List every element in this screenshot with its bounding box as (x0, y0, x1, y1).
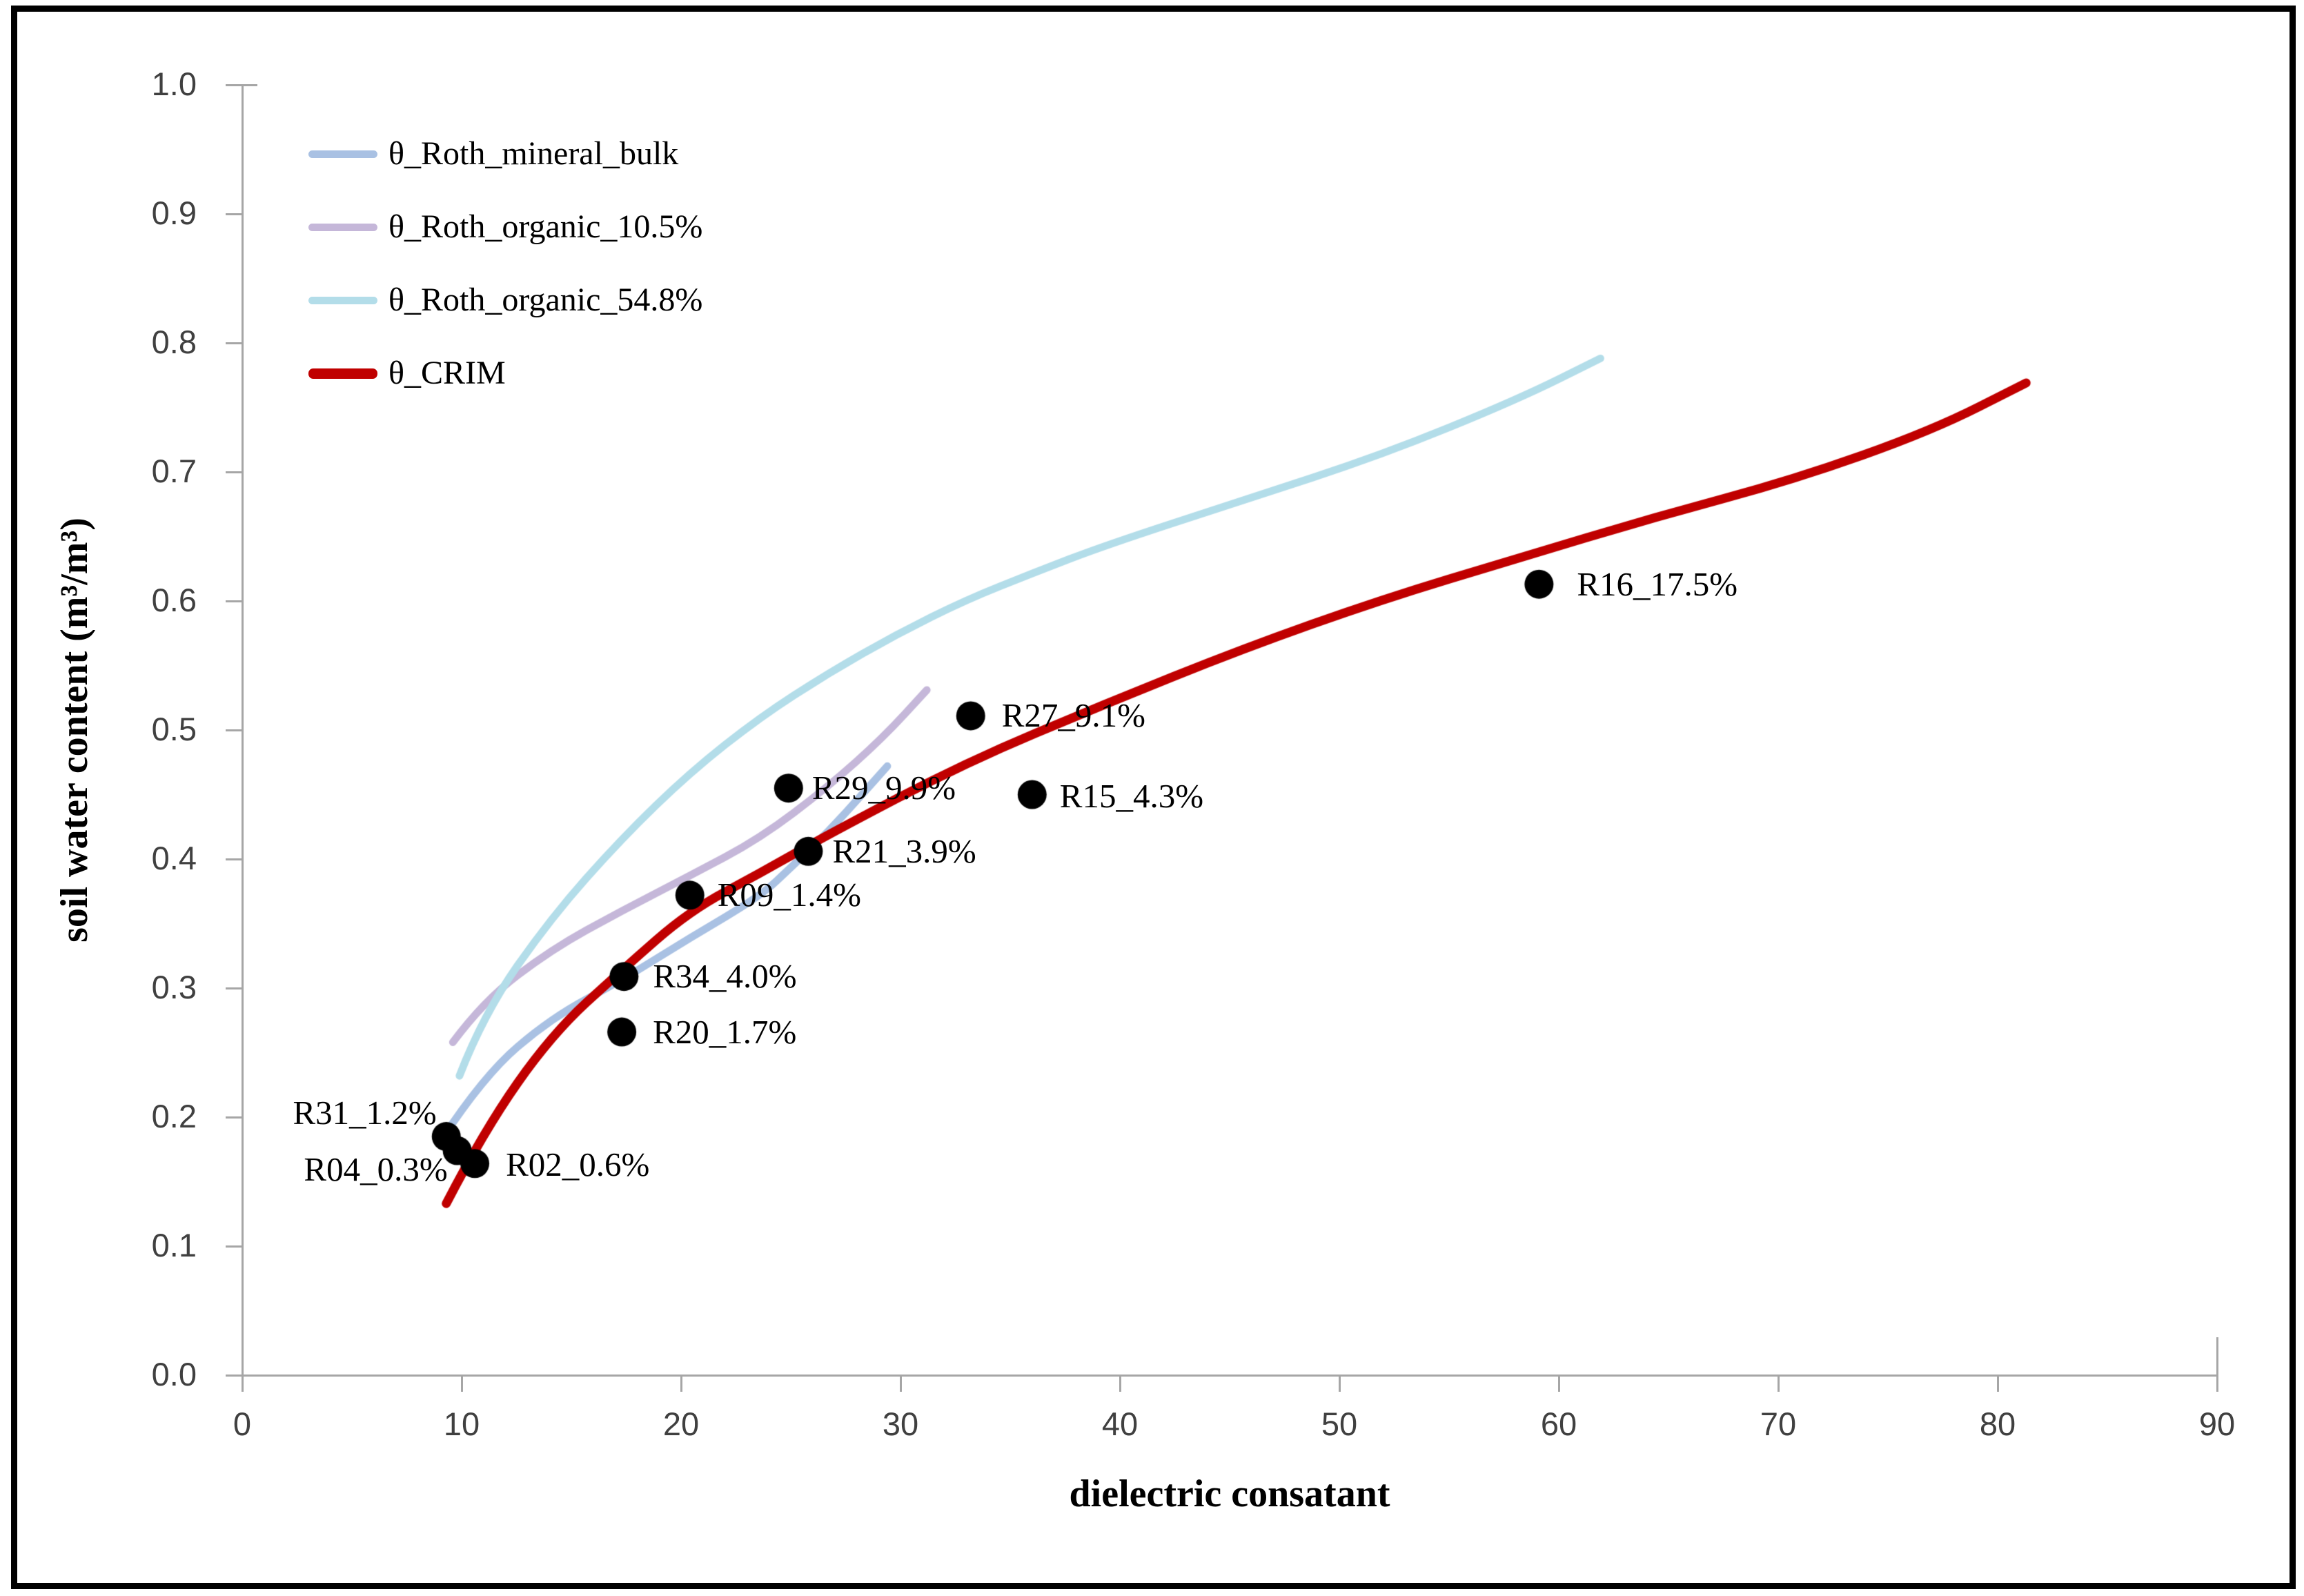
point-label: R31_1.2% (293, 1094, 437, 1132)
y-axis-line (241, 85, 244, 1390)
x-tick-label: 30 (882, 1406, 919, 1442)
x-tick-label: 40 (1101, 1406, 1139, 1442)
y-tick-label: 0.9 (151, 195, 197, 231)
legend-line-swatch (308, 296, 377, 304)
x-tick-label: 0 (233, 1406, 252, 1442)
x-tick-label: 90 (2198, 1406, 2236, 1442)
y-tick-label: 0.5 (151, 711, 197, 747)
x-tick (1557, 1375, 1560, 1392)
y-tick (226, 1245, 242, 1248)
x-tick (1119, 1375, 1121, 1392)
x-tick (1338, 1375, 1341, 1392)
y-tick-label: 0.8 (151, 324, 197, 360)
point-label: R16_17.5% (1577, 564, 1738, 603)
x-tick-label: 70 (1760, 1406, 1797, 1442)
legend-entry: θ_Roth_organic_10.5% (308, 190, 702, 264)
legend-entry: θ_Roth_organic_54.8% (308, 264, 702, 337)
x-axis-title: dielectric consatant (1069, 1472, 1390, 1515)
y-tick-label: 0.2 (151, 1098, 197, 1134)
y-tick (226, 1374, 242, 1377)
x-tick (1996, 1375, 1999, 1392)
y-tick-label: 1.0 (151, 66, 197, 102)
y-tick (226, 987, 242, 989)
y-tick-label: 0.3 (151, 969, 197, 1005)
x-tick (1777, 1375, 1780, 1392)
y-axis-top-cap (242, 83, 257, 86)
y-tick-label: 0.6 (151, 582, 197, 618)
legend-entry: θ_Roth_mineral_bulk (308, 117, 702, 190)
point-label: R09_1.4% (717, 876, 861, 914)
legend-line-swatch (308, 368, 377, 379)
x-tick-label: 20 (662, 1406, 700, 1442)
legend-label: θ_CRIM (388, 355, 506, 391)
legend-label: θ_Roth_organic_10.5% (388, 208, 703, 245)
point-label: R02_0.6% (506, 1145, 650, 1184)
y-tick (226, 729, 242, 731)
x-tick-label: 60 (1540, 1406, 1577, 1442)
legend-line-swatch (308, 223, 377, 231)
y-tick-label: 0.4 (151, 840, 197, 876)
legend-label: θ_Roth_organic_54.8% (388, 282, 703, 318)
legend-label: θ_Roth_mineral_bulk (388, 135, 679, 172)
point-label: R04_0.3% (304, 1150, 448, 1188)
x-axis-end-cap (2216, 1337, 2218, 1375)
y-tick (226, 83, 242, 86)
legend-line-swatch (308, 150, 377, 158)
y-tick-label: 0.1 (151, 1227, 197, 1263)
y-tick (226, 471, 242, 473)
y-tick (226, 342, 242, 344)
point-label: R20_1.7% (653, 1012, 797, 1051)
x-tick (241, 1375, 244, 1392)
point-label: R21_3.9% (832, 831, 976, 870)
point-label: R27_9.1% (1001, 696, 1145, 735)
x-axis-line (227, 1374, 2217, 1377)
y-tick (226, 600, 242, 602)
y-tick-label: 0.7 (151, 453, 197, 489)
legend-entry: θ_CRIM (308, 337, 702, 410)
y-tick (226, 858, 242, 860)
point-label: R34_4.0% (653, 957, 797, 996)
y-tick (226, 213, 242, 215)
y-tick (226, 1116, 242, 1119)
legend: θ_Roth_mineral_bulk θ_Roth_organic_10.5% θ… (308, 117, 702, 410)
x-tick-label: 80 (1979, 1406, 2016, 1442)
point-label: R29_9.9% (811, 769, 956, 807)
x-tick (460, 1375, 463, 1392)
point-label: R15_4.3% (1059, 776, 1204, 815)
x-tick-label: 50 (1321, 1406, 1358, 1442)
x-tick (680, 1375, 682, 1392)
x-tick (899, 1375, 902, 1392)
x-tick (2216, 1375, 2218, 1392)
y-tick-label: 0.0 (151, 1356, 197, 1392)
x-tick-label: 10 (443, 1406, 480, 1442)
